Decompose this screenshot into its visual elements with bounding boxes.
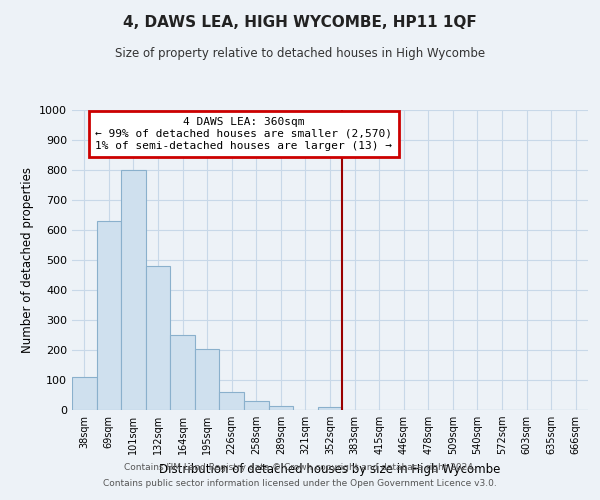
Bar xyxy=(269,406,293,410)
Bar xyxy=(318,407,342,410)
Bar xyxy=(72,377,97,410)
Text: Size of property relative to detached houses in High Wycombe: Size of property relative to detached ho… xyxy=(115,48,485,60)
Bar xyxy=(244,401,269,410)
Bar xyxy=(121,170,146,410)
Text: 4 DAWS LEA: 360sqm
← 99% of detached houses are smaller (2,570)
1% of semi-detac: 4 DAWS LEA: 360sqm ← 99% of detached hou… xyxy=(95,118,392,150)
Bar xyxy=(146,266,170,410)
Bar xyxy=(97,221,121,410)
Text: Contains HM Land Registry data © Crown copyright and database right 2024.: Contains HM Land Registry data © Crown c… xyxy=(124,464,476,472)
Bar xyxy=(220,392,244,410)
Text: 4, DAWS LEA, HIGH WYCOMBE, HP11 1QF: 4, DAWS LEA, HIGH WYCOMBE, HP11 1QF xyxy=(123,15,477,30)
Bar xyxy=(170,335,195,410)
Bar xyxy=(195,348,220,410)
Y-axis label: Number of detached properties: Number of detached properties xyxy=(20,167,34,353)
X-axis label: Distribution of detached houses by size in High Wycombe: Distribution of detached houses by size … xyxy=(160,462,500,475)
Text: Contains public sector information licensed under the Open Government Licence v3: Contains public sector information licen… xyxy=(103,478,497,488)
